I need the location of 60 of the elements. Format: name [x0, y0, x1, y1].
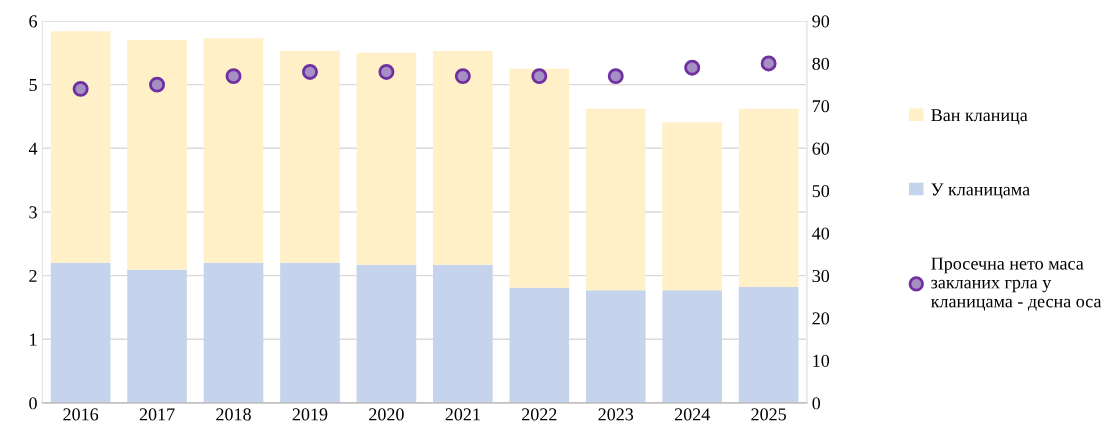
point: [454, 68, 471, 85]
x-tick-label: 2019: [292, 408, 328, 421]
y2-tick-label: 10: [813, 354, 830, 367]
y-tick-label: 3: [29, 206, 37, 219]
y-tick-label: 4: [28, 142, 38, 155]
y-tick-label: 1: [30, 333, 37, 346]
legend-label: У кланицама: [931, 183, 1030, 199]
bar: [50, 31, 111, 263]
y2-tick-label: 20: [812, 312, 830, 325]
x-tick-label: 2020: [369, 408, 404, 421]
y2-tick-label: 30: [812, 269, 830, 283]
bar: [662, 122, 723, 291]
legend-label: Ван кланица: [931, 109, 1028, 125]
y2-tick-label: 60: [812, 142, 830, 155]
bar: [356, 52, 417, 265]
y2-tick-label: 90: [812, 15, 830, 28]
point: [378, 63, 395, 80]
bar: [738, 108, 799, 288]
bar: [433, 50, 493, 265]
y-tick-label: 5: [29, 79, 37, 92]
bar: [585, 108, 646, 291]
y-tick-label: 0: [29, 397, 37, 410]
point: [301, 63, 318, 80]
bar: [433, 264, 493, 403]
point: [72, 80, 89, 97]
point: [684, 59, 701, 76]
x-tick-label: 2016: [63, 408, 99, 421]
bar: [662, 290, 723, 403]
bar: [738, 287, 799, 403]
x-tick-label: 2025: [751, 408, 786, 421]
point: [225, 68, 242, 85]
x-tick-label: 2022: [522, 408, 557, 421]
bar: [50, 262, 111, 403]
bar: [509, 287, 570, 403]
bar: [127, 269, 187, 403]
y2-tick-label: 70: [812, 100, 830, 113]
x-tick-label: 2021: [445, 408, 480, 421]
point: [607, 68, 624, 85]
x-tick-label: 2024: [674, 408, 710, 421]
bar: [509, 68, 570, 288]
point: [760, 55, 777, 72]
bar: [585, 290, 646, 403]
y2-tick-label: 80: [812, 57, 830, 70]
y-tick-label: 6: [29, 15, 38, 28]
bar: [203, 262, 264, 403]
x-tick-label: 2017: [139, 408, 175, 421]
y-tick-label: 2: [29, 269, 37, 282]
bar: [280, 50, 340, 263]
bar: [356, 264, 417, 403]
point: [531, 68, 548, 85]
bar: [280, 262, 340, 403]
y2-tick-label: 50: [812, 184, 830, 198]
legend-label: Просечна нето маса закланих грла у кланицама - десна оса: [931, 257, 1102, 311]
y2-tick-label: 40: [812, 227, 830, 240]
x-tick-label: 2018: [216, 408, 251, 421]
x-tick-label: 2023: [598, 408, 634, 421]
point: [149, 76, 166, 93]
y2-tick-label: 0: [812, 397, 821, 410]
bar: [203, 38, 264, 263]
bar: [127, 40, 187, 270]
